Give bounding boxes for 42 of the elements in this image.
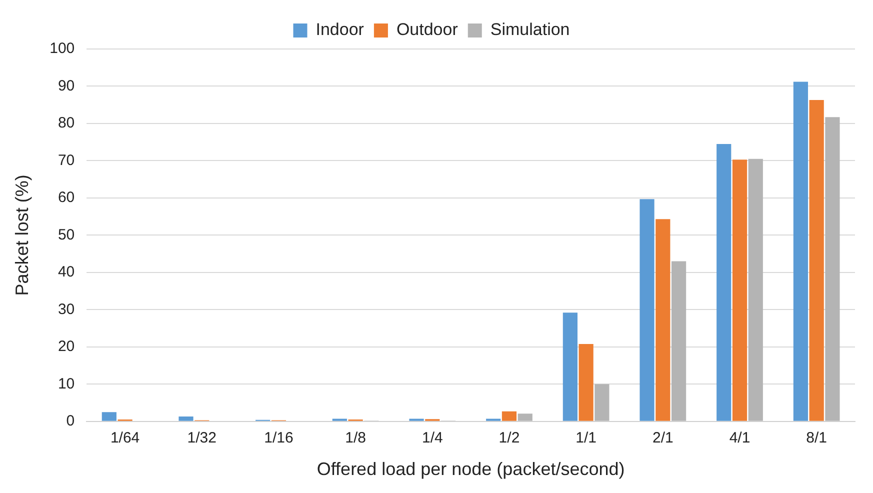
bar	[716, 144, 732, 421]
bar	[640, 199, 654, 421]
y-tick-label: 20	[58, 338, 75, 356]
y-tick-label: 70	[58, 152, 75, 169]
y-axis-title: Packet lost (%)	[12, 174, 32, 296]
y-tick-label: 50	[58, 226, 75, 244]
bar	[656, 219, 670, 421]
bar	[178, 416, 194, 421]
x-tick-label: 1/32	[187, 430, 216, 447]
bar	[671, 261, 686, 421]
bar	[102, 412, 116, 421]
bar	[594, 384, 610, 421]
bar	[502, 411, 517, 421]
x-tick-label: 1/16	[264, 430, 294, 447]
x-tick-label: 1/1	[576, 430, 596, 447]
y-tick-label: 30	[58, 300, 75, 318]
x-tick-label: 8/1	[806, 430, 828, 447]
y-tick-label: 80	[58, 114, 75, 132]
y-tick-label: 40	[58, 264, 75, 281]
bar	[825, 117, 840, 421]
legend-label: Outdoor	[396, 20, 458, 40]
x-tick-label: 2/1	[652, 430, 674, 447]
x-tick-label: 1/8	[345, 430, 366, 447]
y-tick-label: 100	[50, 40, 75, 58]
bar	[809, 100, 824, 421]
bar	[562, 312, 578, 421]
x-axis-title: Offered load per node (packet/second)	[316, 459, 625, 480]
bar	[732, 160, 748, 421]
y-tick-label: 10	[58, 375, 75, 392]
x-tick-label: 1/64	[110, 430, 140, 447]
legend-label: Indoor	[316, 20, 364, 40]
x-tick-label: 1/2	[498, 430, 520, 447]
bar	[518, 414, 532, 421]
y-tick-label: 0	[66, 412, 75, 430]
bar	[793, 82, 808, 421]
x-tick-label: 4/1	[729, 430, 750, 447]
bar	[578, 344, 594, 421]
bar	[748, 158, 763, 421]
y-tick-label: 90	[58, 77, 75, 94]
legend-label: Simulation	[490, 20, 570, 40]
x-tick-label: 1/4	[422, 430, 443, 447]
y-tick-label: 60	[58, 189, 75, 206]
